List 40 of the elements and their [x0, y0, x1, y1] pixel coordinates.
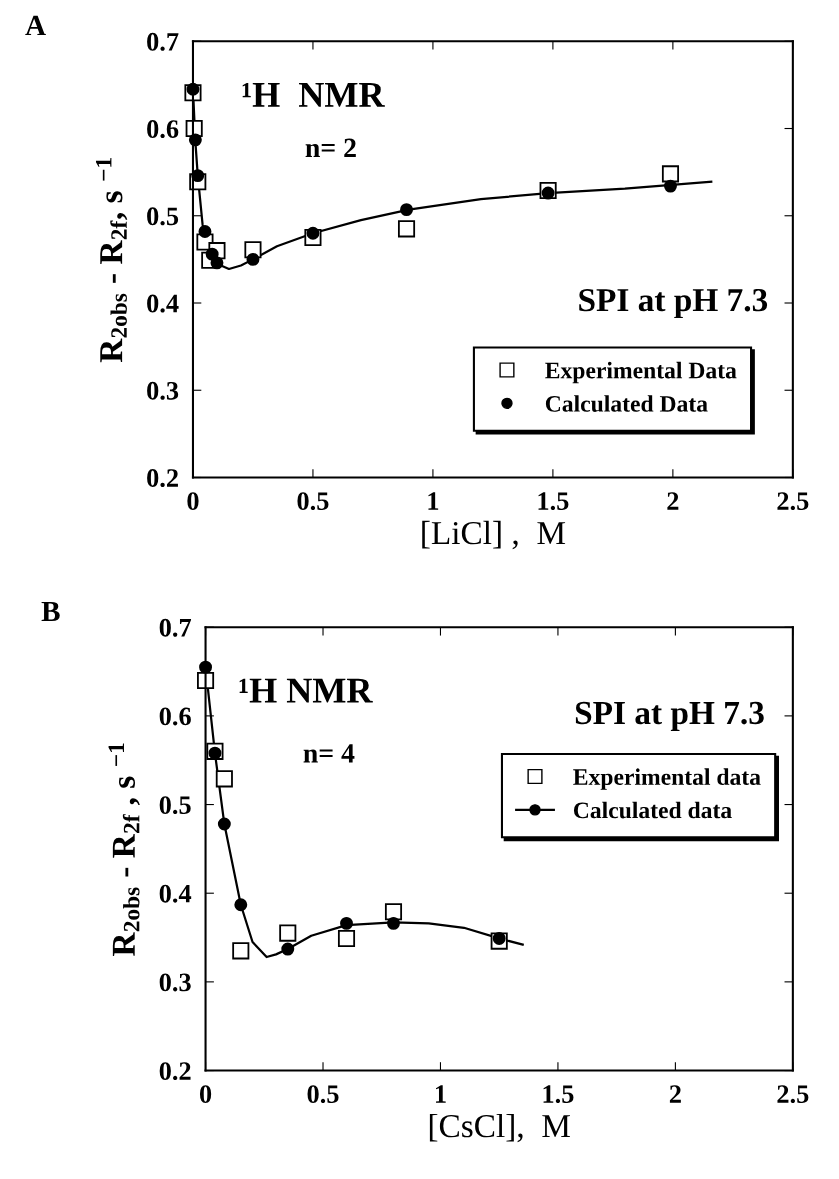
x-axis-title: [CsCl], M	[429, 1113, 570, 1143]
x-tick-label: 2	[667, 492, 679, 510]
legend-label: Experimental data	[573, 768, 761, 790]
annotation: SPI at pH 7.3	[579, 288, 768, 319]
y-tick-label: 0.6	[159, 707, 191, 726]
x-tick-label: 1.5	[538, 492, 569, 511]
x-tick-label: 2.5	[777, 1085, 809, 1104]
x-tick-label: 2	[669, 1085, 681, 1103]
x-tick-label: 0	[187, 492, 199, 510]
annotation: SPI at pH 7.3	[575, 701, 764, 731]
y-tick-label: 0.7	[147, 32, 179, 51]
y-tick-label: 0.5	[147, 207, 179, 226]
x-tick-label: 1.5	[543, 1085, 574, 1104]
x-tick-label: 1	[435, 1085, 446, 1103]
y-axis-title: R$_{2obs}$ - R$_{2f}$ , s $^{−1}$	[108, 743, 140, 956]
chart-title: B	[41, 601, 60, 622]
y-tick-label: 0.4	[159, 884, 192, 903]
y-tick-label: 0.3	[147, 381, 179, 400]
annotation: ¹H NMR	[239, 678, 373, 703]
y-tick-label: 0.5	[159, 796, 191, 815]
y-tick-label: 0.2	[159, 1062, 191, 1081]
x-tick-label: 0.5	[307, 1085, 339, 1104]
x-tick-label: 0.5	[297, 492, 329, 511]
y-tick-label: 0.6	[147, 120, 179, 139]
annotation: n= 4	[303, 744, 355, 763]
annotation: ¹H NMR	[242, 82, 385, 107]
legend-label: Experimental Data	[545, 361, 737, 384]
annotation: n= 2	[305, 138, 356, 157]
y-tick-label: 0.3	[159, 973, 191, 992]
x-tick-label: 2.5	[777, 492, 809, 511]
legend-label: Calculated Data	[545, 395, 708, 412]
y-tick-label: 0.7	[159, 618, 192, 637]
x-tick-label: 0	[199, 1085, 212, 1103]
x-axis-title: [LiCl] , M	[422, 520, 566, 550]
chart-title: A	[25, 15, 46, 36]
y-tick-label: 0.2	[147, 469, 178, 488]
y-tick-label: 0.4	[147, 294, 179, 313]
y-axis-title: R$_{2obs}$ - R$_{2f}$, s $^{−1}$	[96, 158, 128, 363]
x-tick-label: 1	[428, 492, 439, 510]
legend-label: Calculated data	[573, 801, 732, 819]
